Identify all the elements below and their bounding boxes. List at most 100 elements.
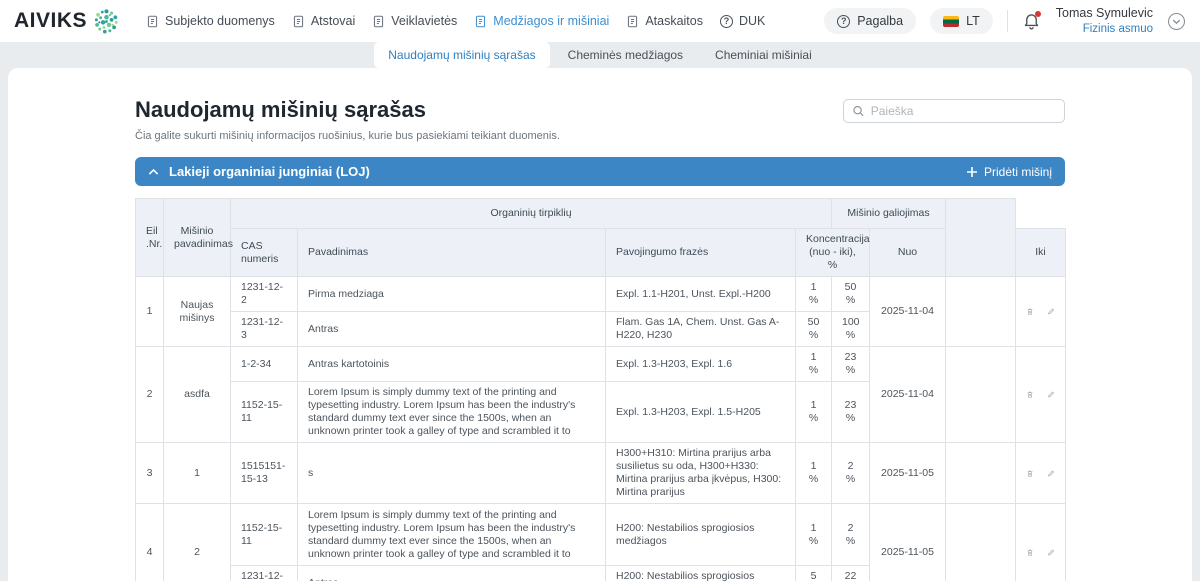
- concentration-to: 100 %: [831, 311, 870, 347]
- chemical-name: Antras: [297, 311, 606, 347]
- nav-label: DUK: [738, 14, 766, 28]
- main-nav: Subjekto duomenys Atstovai Veiklavietės …: [146, 14, 765, 28]
- tab-naudojamu-misiniu-sarasas[interactable]: Naudojamų mišinių sąrašas: [374, 42, 550, 68]
- question-circle-icon: ?: [719, 14, 733, 28]
- hazard-phrases: Expl. 1.3-H203, Expl. 1.6: [605, 346, 796, 382]
- edit-icon[interactable]: [1047, 305, 1055, 318]
- user-menu[interactable]: Tomas Symulevic Fizinis asmuo: [1056, 6, 1153, 36]
- col-header-valid-to: Iki: [1015, 228, 1066, 277]
- add-mixture-button[interactable]: Pridėti mišinį: [966, 165, 1052, 179]
- valid-to: [945, 503, 1016, 581]
- delete-icon[interactable]: [1026, 546, 1034, 559]
- help-label: Pagalba: [857, 14, 904, 28]
- chemical-name: Antras: [297, 565, 606, 581]
- logo-text: AIVIKS: [14, 9, 88, 32]
- cas-number: 1152-15-11: [230, 381, 298, 443]
- valid-from: 2025-11-04: [869, 276, 946, 347]
- add-mixture-label: Pridėti mišinį: [983, 164, 1052, 179]
- document-icon: [628, 15, 638, 27]
- table-header: Eil .Nr. Mišinio pavadinimas Organinių t…: [135, 198, 1066, 277]
- cas-number: 1152-15-11: [230, 503, 298, 566]
- edit-icon[interactable]: [1047, 467, 1055, 480]
- concentration-to: 2 %: [831, 442, 870, 504]
- chemical-name: Lorem Ipsum is simply dummy text of the …: [297, 381, 606, 443]
- chevron-down-circle-icon[interactable]: [1167, 12, 1186, 31]
- cas-number: 1-2-34: [230, 346, 298, 382]
- lithuania-flag-icon: [943, 15, 960, 27]
- section-header[interactable]: Lakieji organiniai junginiai (LOJ) Pridė…: [135, 157, 1065, 186]
- nav-item-subjekto-duomenys[interactable]: Subjekto duomenys: [146, 14, 275, 28]
- nav-label: Ataskaitos: [645, 14, 703, 28]
- table-row: 4 2 1152-15-11 Lorem Ipsum is simply dum…: [135, 503, 1066, 581]
- edit-icon[interactable]: [1047, 388, 1055, 401]
- nav-item-veiklavietes[interactable]: Veiklavietės: [372, 14, 457, 28]
- row-actions: [1015, 276, 1066, 347]
- search-box: [843, 99, 1065, 123]
- page-subtitle: Čia galite sukurti mišinių informacijos …: [135, 130, 560, 142]
- delete-icon[interactable]: [1026, 388, 1034, 401]
- concentration-from: 1 %: [795, 381, 832, 443]
- chemical-name: s: [297, 442, 606, 504]
- concentration-from: 1 %: [795, 503, 832, 566]
- concentration-to: 2 %: [831, 503, 870, 566]
- row-number: 2: [135, 346, 164, 443]
- user-name: Tomas Symulevic: [1055, 6, 1153, 20]
- mixture-name: asdfa: [163, 346, 231, 443]
- col-group-validity: Mišinio galiojimas: [831, 198, 946, 229]
- col-header-cas: CAS numeris: [230, 228, 298, 277]
- delete-icon[interactable]: [1026, 305, 1034, 318]
- table-row: 1231-12-3 Antras Flam. Gas 1A, Chem. Uns…: [136, 311, 1066, 347]
- nav-label: Subjekto duomenys: [165, 14, 275, 28]
- table-row: 3 1 1515151-15-13 s H300+H310: Mirtina p…: [135, 442, 1066, 504]
- concentration-from: 1 %: [795, 346, 832, 382]
- notifications-button[interactable]: [1022, 11, 1042, 31]
- nav-item-atstovai[interactable]: Atstovai: [292, 14, 355, 28]
- concentration-from: 5 %: [795, 565, 832, 581]
- concentration-from: 1 %: [795, 276, 832, 312]
- edit-icon[interactable]: [1047, 546, 1055, 559]
- concentration-to: 23 %: [831, 381, 870, 443]
- table-row: 2 asdfa 1-2-34 Antras kartotoinis Expl. …: [135, 346, 1066, 443]
- chemical-name: Lorem Ipsum is simply dummy text of the …: [297, 503, 606, 566]
- document-icon: [476, 15, 486, 27]
- page-header: Naudojamų mišinių sąrašas Čia galite suk…: [135, 97, 560, 142]
- user-type: Fizinis asmuo: [1082, 22, 1153, 35]
- nav-label: Atstovai: [310, 14, 356, 28]
- bell-icon: [1024, 14, 1038, 30]
- language-label: LT: [966, 14, 980, 28]
- help-button[interactable]: ? Pagalba: [824, 8, 917, 34]
- mixture-name: 1: [163, 442, 231, 504]
- logo-dots-icon: [94, 8, 118, 33]
- notification-dot: [1034, 11, 1041, 17]
- tab-bar: Naudojamų mišinių sąrašas Cheminės medži…: [0, 42, 1200, 68]
- col-group-organic-solvents: Organinių tirpiklių: [230, 198, 832, 229]
- cas-number: 1515151-15-13: [230, 442, 298, 504]
- search-input[interactable]: [870, 104, 1056, 118]
- nav-label: Medžiagos ir mišiniai: [493, 14, 610, 28]
- delete-icon[interactable]: [1026, 467, 1034, 480]
- valid-to: [945, 442, 1016, 504]
- valid-from: 2025-11-05: [869, 442, 946, 504]
- nav-item-medziagos-ir-misiniai[interactable]: Medžiagos ir mišiniai: [474, 14, 609, 28]
- content-card: Naudojamų mišinių sąrašas Čia galite suk…: [8, 68, 1192, 581]
- plus-icon: [966, 166, 977, 177]
- chevron-up-icon[interactable]: [148, 168, 159, 176]
- tab-chemines-medziagos[interactable]: Cheminės medžiagos: [567, 48, 684, 62]
- topbar-right: ? Pagalba LT Tomas Symulevic Fizinis asm…: [824, 6, 1186, 36]
- document-icon: [293, 15, 303, 27]
- col-header-nr: Eil .Nr.: [135, 198, 164, 277]
- table-row: 1231-12-3 Antras H200: Nestabilios sprog…: [136, 565, 1066, 581]
- app-logo[interactable]: AIVIKS: [14, 8, 120, 35]
- page-title: Naudojamų mišinių sąrašas: [135, 97, 426, 122]
- concentration-to: 23 %: [831, 346, 870, 382]
- concentration-from: 1 %: [795, 442, 832, 504]
- tab-cheminiai-misiniai[interactable]: Cheminiai mišiniai: [715, 48, 812, 62]
- cas-number: 1231-12-3: [230, 565, 298, 581]
- valid-from: 2025-11-05: [869, 503, 946, 581]
- row-actions: [1015, 503, 1066, 581]
- language-selector[interactable]: LT: [930, 8, 993, 34]
- nav-item-duk[interactable]: ? DUK: [719, 14, 766, 28]
- nav-item-ataskaitos[interactable]: Ataskaitos: [626, 14, 703, 28]
- mixture-name: 2: [163, 503, 231, 581]
- hazard-phrases: Flam. Gas 1A, Chem. Unst. Gas A-H220, H2…: [605, 311, 796, 347]
